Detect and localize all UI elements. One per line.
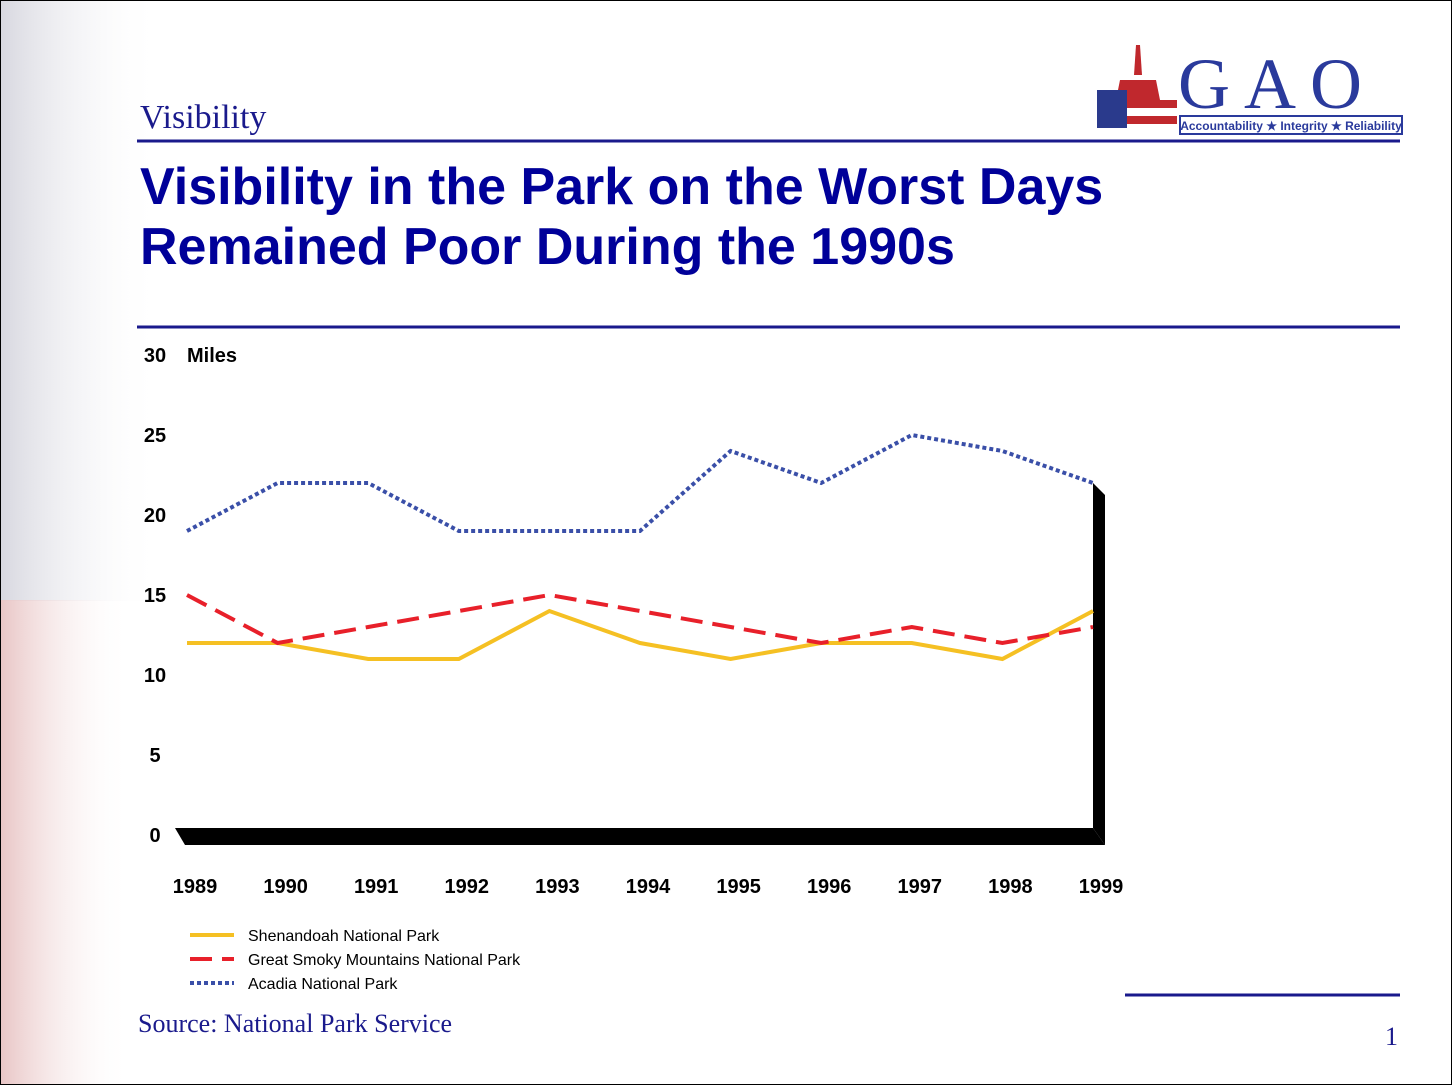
y-axis-label: Miles <box>187 345 237 367</box>
x-tick-label: 1991 <box>354 876 399 898</box>
legend-label: Shenandoah National Park <box>248 928 440 945</box>
x-tick-label: 1997 <box>898 876 943 898</box>
data-line <box>187 608 1094 662</box>
x-tick-label: 1992 <box>445 876 490 898</box>
x-tick-label: 1995 <box>716 876 761 898</box>
logo: G A O Accountability ★ Integrity ★ Relia… <box>1097 44 1403 135</box>
data-line <box>186 432 1094 533</box>
section-title: Visibility <box>140 99 266 136</box>
chart-title: Visibility in the Park on the Worst Days… <box>140 158 1103 276</box>
x-tick-label: 1999 <box>1079 876 1124 898</box>
y-tick-label: 15 <box>144 585 166 607</box>
flag-backdrop <box>1 600 131 1084</box>
logo-text: G A O <box>1178 44 1362 124</box>
data-line <box>186 592 1094 646</box>
logo-tagline: Accountability ★ Integrity ★ Reliability <box>1180 119 1402 133</box>
legend-label: Great Smoky Mountains National Park <box>248 952 521 969</box>
plot: 0 5 10 15 20 25 30 1989 1990 1991 1992 1993 1994 1995… <box>144 345 1123 993</box>
y-tick-label: 5 <box>149 745 160 767</box>
x-tick-label: 1996 <box>807 876 852 898</box>
chart-wall <box>1093 483 1105 845</box>
y-tick-label: 30 <box>144 345 166 367</box>
y-tick-label: 10 <box>144 665 166 687</box>
y-tick-label: 20 <box>144 505 166 527</box>
x-tick-label: 1989 <box>173 876 218 898</box>
x-tick-label: 1994 <box>626 876 671 898</box>
legend-label: Acadia National Park <box>248 976 398 993</box>
x-tick-label: 1993 <box>535 876 580 898</box>
y-tick-label: 25 <box>144 425 166 447</box>
x-tick-label: 1990 <box>263 876 308 898</box>
chart-floor <box>175 828 1105 845</box>
page-number: 1 <box>1385 1022 1398 1051</box>
y-tick-label: 0 <box>149 825 160 847</box>
source: Source: National Park Service <box>138 1009 452 1038</box>
flag-backdrop <box>1 1 161 601</box>
x-tick-label: 1998 <box>988 876 1033 898</box>
